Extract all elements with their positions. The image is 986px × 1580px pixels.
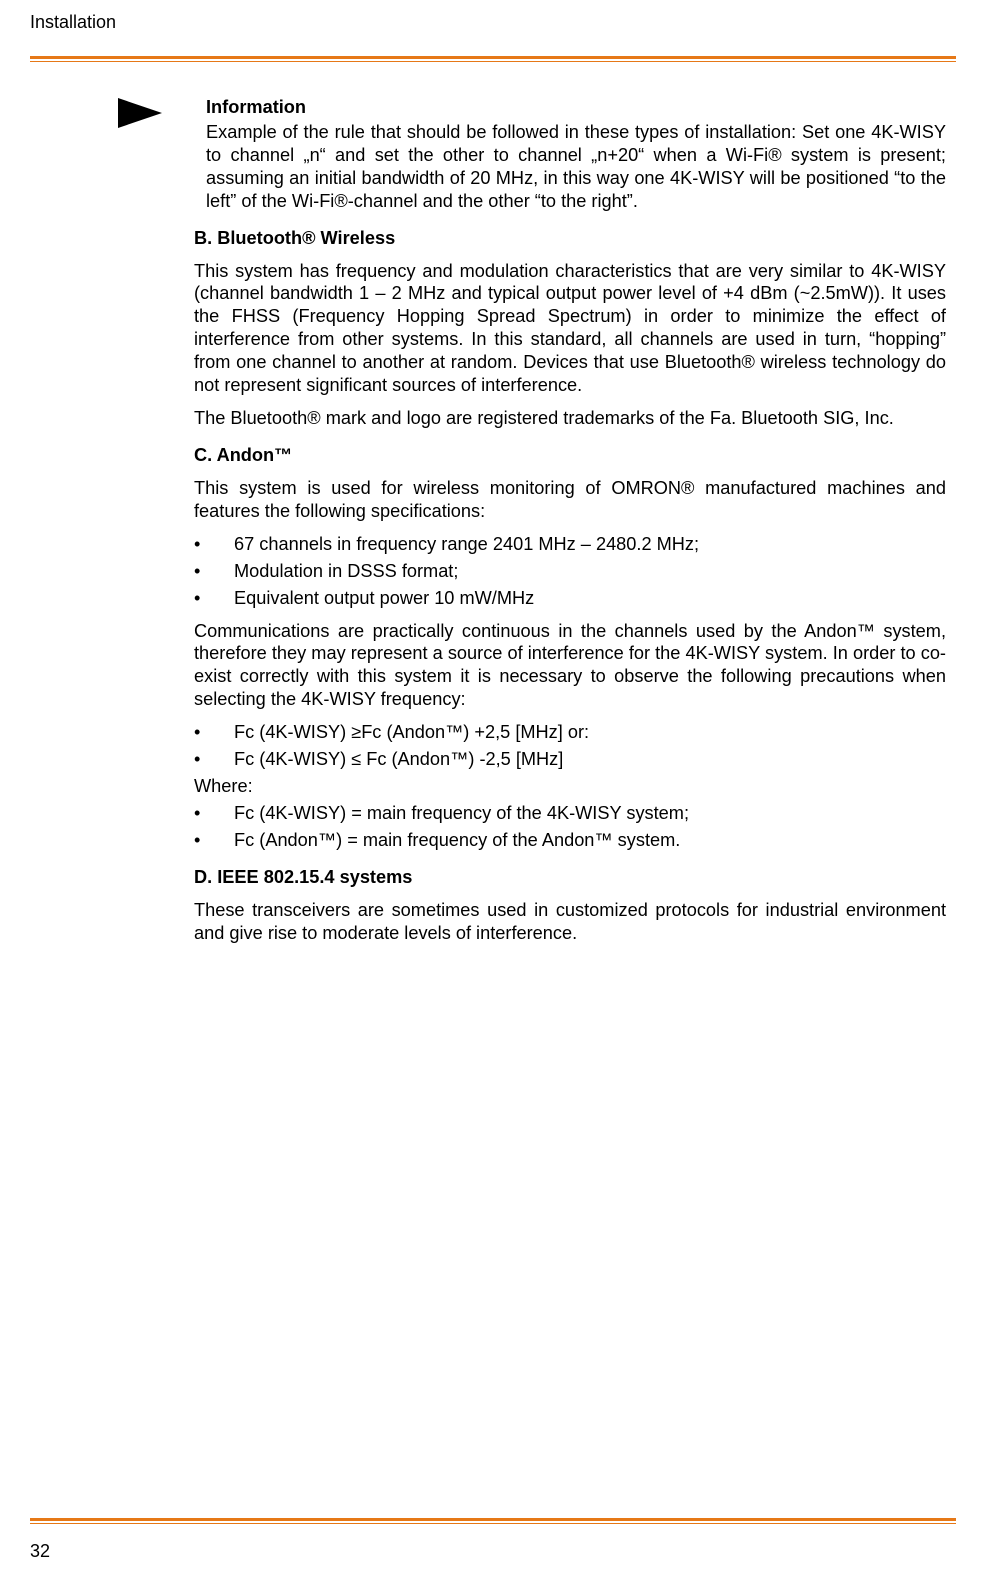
section-c-bullets1: •67 channels in frequency range 2401 MHz… — [194, 533, 946, 610]
section-d-p1: These transceivers are sometimes used in… — [194, 899, 946, 945]
bullet-icon: • — [194, 533, 234, 556]
bottom-divider — [30, 1518, 956, 1524]
info-title: Information — [206, 96, 946, 119]
section-b-title: B. Bluetooth® Wireless — [194, 227, 946, 250]
page-content: Information Example of the rule that sho… — [194, 96, 946, 955]
bullet-text: Fc (4K-WISY) ≤ Fc (Andon™) -2,5 [MHz] — [234, 748, 946, 771]
bullet-text: Fc (4K-WISY) = main frequency of the 4K-… — [234, 802, 946, 825]
section-c-p2: Communications are practically continuou… — [194, 620, 946, 712]
bullet-text: 67 channels in frequency range 2401 MHz … — [234, 533, 946, 556]
arrow-right-icon — [118, 98, 162, 133]
page-number: 32 — [30, 1541, 50, 1562]
bullet-icon: • — [194, 829, 234, 852]
list-item: •Equivalent output power 10 mW/MHz — [194, 587, 946, 610]
bullet-icon: • — [194, 560, 234, 583]
section-b-p1: This system has frequency and modulation… — [194, 260, 946, 398]
list-item: •Fc (4K-WISY) ≤ Fc (Andon™) -2,5 [MHz] — [194, 748, 946, 771]
section-c-bullets3: •Fc (4K-WISY) = main frequency of the 4K… — [194, 802, 946, 852]
info-body: Example of the rule that should be follo… — [206, 121, 946, 213]
section-c-title: C. Andon™ — [194, 444, 946, 467]
list-item: •Modulation in DSSS format; — [194, 560, 946, 583]
list-item: •Fc (Andon™) = main frequency of the And… — [194, 829, 946, 852]
information-callout: Information Example of the rule that sho… — [206, 96, 946, 213]
list-item: •Fc (4K-WISY) ≥Fc (Andon™) +2,5 [MHz] or… — [194, 721, 946, 744]
bullet-icon: • — [194, 587, 234, 610]
section-b-p2: The Bluetooth® mark and logo are registe… — [194, 407, 946, 430]
list-item: •Fc (4K-WISY) = main frequency of the 4K… — [194, 802, 946, 825]
top-divider — [30, 56, 956, 62]
section-c-bullets2: •Fc (4K-WISY) ≥Fc (Andon™) +2,5 [MHz] or… — [194, 721, 946, 771]
section-c-p1: This system is used for wireless monitor… — [194, 477, 946, 523]
bullet-icon: • — [194, 748, 234, 771]
section-d-title: D. IEEE 802.15.4 systems — [194, 866, 946, 889]
page-header: Installation — [30, 12, 116, 33]
bullet-text: Modulation in DSSS format; — [234, 560, 946, 583]
bullet-icon: • — [194, 802, 234, 825]
bullet-icon: • — [194, 721, 234, 744]
bullet-text: Equivalent output power 10 mW/MHz — [234, 587, 946, 610]
list-item: •67 channels in frequency range 2401 MHz… — [194, 533, 946, 556]
bullet-text: Fc (Andon™) = main frequency of the Ando… — [234, 829, 946, 852]
bullet-text: Fc (4K-WISY) ≥Fc (Andon™) +2,5 [MHz] or: — [234, 721, 946, 744]
where-label: Where: — [194, 775, 946, 798]
